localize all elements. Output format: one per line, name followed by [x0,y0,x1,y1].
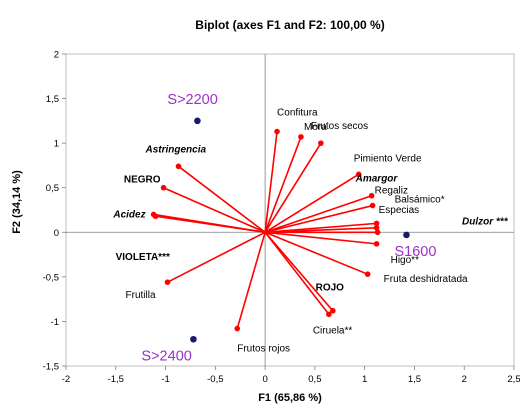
y-tick-label: 1,5 [46,94,59,105]
variable-label: Confitura [277,108,318,119]
variable-point [373,225,380,231]
variable-point [160,184,167,191]
variable-vector [264,194,372,234]
x-tick-label: -0,5 [207,374,223,385]
variable-point [298,134,304,140]
variable-label: Higo** [391,255,419,266]
variable-vector [264,131,278,233]
variable-vector [178,165,266,233]
variable-label: Balsámico* [395,194,445,205]
y-tick-label: 0,5 [46,183,59,194]
y-tick-label: -0,5 [43,272,59,283]
x-tick-label: -2 [62,374,70,385]
variable-point [164,279,171,286]
variable-label: NEGRO [124,175,161,186]
variable-point [175,163,182,170]
y-tick-label: 1 [54,139,59,150]
x-axis-label: F1 (65,86 %) [258,392,322,404]
variable-label: Pimiento Verde [354,153,422,164]
variable-label: Astringencia [144,144,206,155]
variable-point [369,202,376,209]
variable-vector [163,186,266,234]
variable-vector [264,173,360,233]
variable-label: Frutilla [126,290,156,301]
variable-vector [167,231,266,283]
variable-point [274,128,280,135]
x-tick-label: 1 [362,374,367,385]
variable-vector [264,231,330,315]
variable-point [150,211,157,218]
variable-label: Frutos rojos [237,344,290,355]
variable-point [373,241,380,247]
observation-point [403,231,410,239]
variable-point [234,325,241,332]
x-tick-label: 2 [462,374,467,385]
variable-vector [153,213,266,234]
variable-vector [264,142,322,233]
y-tick-label: 0 [54,228,59,239]
variable-label: Regaliz [375,186,408,197]
variable-vector [264,204,373,234]
variable-label: Amargor [355,174,399,185]
variable-vector [264,231,334,312]
variable-vector [265,231,377,245]
y-tick-label: 2 [54,50,59,61]
variable-label: Mora [304,122,327,133]
variable-point [326,311,332,318]
variable-point [330,307,336,314]
chart-title: Biplot (axes F1 and F2: 100,00 %) [195,18,384,32]
variable-point [374,229,381,236]
variable-label: Dulzor *** [462,216,509,227]
variable-vector [264,136,302,233]
variable-vector [264,231,368,275]
x-tick-label: 2,5 [507,374,520,385]
variable-point [364,271,371,277]
x-tick-label: -1,5 [108,374,124,385]
y-tick-label: -1,5 [43,362,59,373]
observation-label: S>2200 [167,92,217,108]
observation-point [190,335,197,343]
variable-vector [236,232,266,329]
variable-point [368,192,375,199]
x-tick-label: 1,5 [408,374,421,385]
plot-frame [65,53,515,367]
observation-point [194,117,201,125]
variable-label: VIOLETA*** [116,252,170,263]
variable-label: Frutos secos [311,121,368,132]
variable-label: ROJO [316,283,345,294]
observation-label: S1600 [394,244,436,260]
plot-area: -2 -1,5 -1 -0,5 0 0,5 1 1,5 2 2,5-1,5-1-0,500,511… [43,50,520,386]
x-tick-label: 0 [262,374,267,385]
y-axis-label: F2 (34,14 %) [11,170,23,234]
variable-label: Acidez [112,209,145,220]
variable-point [373,220,380,227]
variable-point [318,140,324,146]
observation-label: S>2400 [141,348,191,364]
variable-label: Fruta deshidratada [384,274,468,285]
x-tick-label: 0,5 [308,374,321,385]
variable-label: Especias [379,205,420,216]
y-tick-label: -1 [51,317,59,328]
variable-point [355,171,362,178]
x-tick-label: -1 [161,374,169,385]
variable-label: Ciruela** [313,325,353,336]
